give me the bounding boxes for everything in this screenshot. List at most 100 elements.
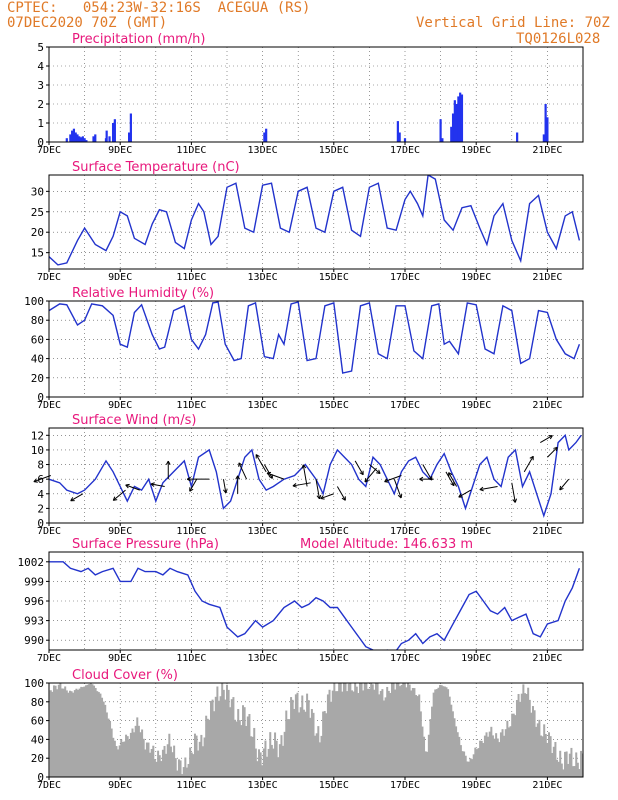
x-tick-label: 15DEC xyxy=(319,272,349,283)
cloud-bar xyxy=(65,690,68,777)
cloud-bar xyxy=(120,739,123,777)
cloud-bar xyxy=(280,735,283,777)
wind-arrow xyxy=(189,478,198,492)
cloud-bar xyxy=(251,736,254,777)
cloud-bar xyxy=(523,693,526,777)
cloud-bar xyxy=(434,689,437,777)
cloud-bar xyxy=(368,688,371,777)
cloud-bar xyxy=(173,745,176,777)
cloud-bar xyxy=(270,744,273,777)
cloud-bar xyxy=(160,761,163,777)
x-tick-label: 11DEC xyxy=(176,526,206,537)
wind-arrow xyxy=(559,478,570,491)
cloud-bar xyxy=(97,692,100,777)
cloud-bar xyxy=(580,750,583,777)
panel-title: Surface Temperature (nC) xyxy=(72,160,240,175)
cloud-bar xyxy=(206,718,209,777)
cloud-bar xyxy=(209,700,212,777)
cloud-bar xyxy=(474,747,477,777)
wind-arrow xyxy=(125,483,140,491)
x-tick-label: 17DEC xyxy=(390,272,420,283)
cloud-bar xyxy=(424,751,427,777)
cloud-bar xyxy=(557,761,560,777)
wind-arrow xyxy=(222,479,228,494)
cloud-bar xyxy=(256,761,259,777)
x-tick-label: 13DEC xyxy=(248,145,278,156)
y-tick-label: 1 xyxy=(37,117,44,130)
cloud-bar xyxy=(242,705,245,777)
cloud-bar xyxy=(559,750,562,777)
y-tick-label: 0 xyxy=(37,771,44,784)
cloud-bar xyxy=(530,712,533,777)
cloud-bar xyxy=(501,729,504,777)
panel-frame xyxy=(48,46,584,143)
cloud-bar xyxy=(110,728,113,777)
cloud-bar xyxy=(528,699,531,777)
cloud-bar xyxy=(165,753,168,777)
precip-bar xyxy=(78,136,81,142)
cloud-bar xyxy=(136,717,139,777)
cloud-bar xyxy=(573,766,576,777)
cloud-bar xyxy=(336,691,339,777)
cloud-bar xyxy=(181,774,184,777)
cloud-bar xyxy=(283,731,286,777)
cloud-bar xyxy=(431,706,434,777)
cloud-bar xyxy=(250,736,253,777)
cloud-bar xyxy=(144,749,147,777)
cloud-bar xyxy=(129,732,132,777)
x-tick-label: 17DEC xyxy=(390,780,420,791)
panel-3 xyxy=(46,300,584,400)
cloud-bar xyxy=(548,732,551,777)
cloud-bar xyxy=(504,729,507,777)
precip-bar xyxy=(74,132,77,142)
cloud-bar xyxy=(54,685,57,777)
cloud-bar xyxy=(137,725,140,777)
cloud-bar xyxy=(102,701,105,777)
x-tick-label: 9DEC xyxy=(108,653,132,664)
y-tick-label: 20 xyxy=(31,752,44,765)
cloud-bar xyxy=(328,689,331,777)
cloud-bar xyxy=(112,737,115,777)
cloud-bar xyxy=(77,689,80,777)
panel-title: Precipitation (mm/h) xyxy=(72,32,205,47)
x-tick-label: 7DEC xyxy=(37,400,61,411)
cloud-bar xyxy=(248,714,251,777)
cloud-bar xyxy=(171,752,174,777)
cloud-bar xyxy=(405,687,408,777)
cloud-bar xyxy=(189,747,192,777)
x-tick-label: 15DEC xyxy=(319,780,349,791)
cloud-bar xyxy=(89,683,92,777)
cloud-bar xyxy=(326,694,329,777)
x-tick-label: 19DEC xyxy=(461,400,491,411)
cloud-bar xyxy=(519,701,522,777)
cloud-bar xyxy=(472,754,475,777)
cloud-bar xyxy=(564,751,567,777)
panel-5 xyxy=(46,551,584,653)
cloud-bar xyxy=(314,735,317,777)
x-tick-label: 19DEC xyxy=(461,526,491,537)
cloud-bar xyxy=(230,699,233,777)
cloud-bar xyxy=(266,756,269,777)
cloud-bar xyxy=(538,719,541,777)
cloud-bar xyxy=(527,687,530,777)
cloud-bar xyxy=(126,736,129,777)
cloud-bar xyxy=(403,683,406,777)
cloud-bar xyxy=(517,694,520,777)
cloud-bar xyxy=(155,761,158,777)
cloud-bar xyxy=(262,748,265,777)
cloud-bar xyxy=(381,689,384,777)
cloud-bar xyxy=(158,755,161,777)
cloud-bar xyxy=(560,763,563,777)
cloud-bar xyxy=(344,683,347,777)
cloud-bar xyxy=(511,713,514,777)
cloud-bar xyxy=(145,742,148,777)
cloud-bar xyxy=(267,748,270,777)
wind-arrow xyxy=(336,486,346,501)
cloud-bar xyxy=(259,752,262,777)
cloud-bar xyxy=(123,741,126,777)
y-tick-label: 15 xyxy=(31,247,44,260)
x-tick-label: 21DEC xyxy=(532,780,562,791)
y-tick-label: 20 xyxy=(31,372,44,385)
cloud-bar xyxy=(211,699,214,777)
precip-bar xyxy=(546,117,549,142)
